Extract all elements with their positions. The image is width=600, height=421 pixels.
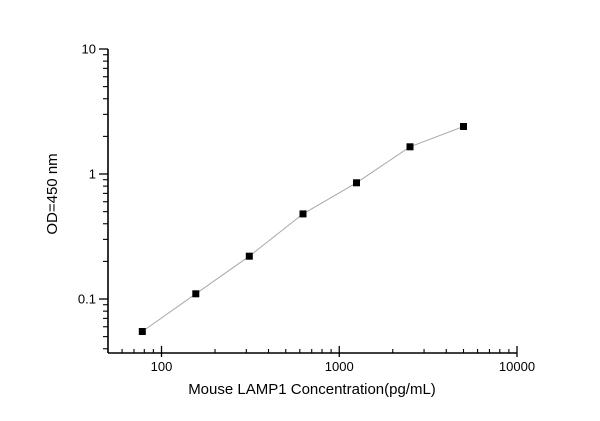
x-tick-label: 1000 bbox=[325, 359, 354, 374]
data-point-marker bbox=[406, 143, 414, 151]
data-point-marker bbox=[353, 179, 360, 187]
x-tick-label: 100 bbox=[151, 359, 173, 374]
x-axis-label: Mouse LAMP1 Concentration(pg/mL) bbox=[188, 381, 436, 398]
data-point-marker bbox=[138, 328, 146, 335]
data-point-marker bbox=[192, 290, 200, 298]
data-point-marker bbox=[245, 252, 253, 260]
x-tick-label: 10000 bbox=[499, 359, 535, 374]
y-tick-label: 1 bbox=[89, 167, 96, 182]
y-axis-label: OD=450 nm bbox=[44, 153, 61, 234]
data-point-marker bbox=[299, 210, 307, 218]
y-tick-label: 10 bbox=[82, 42, 96, 57]
series-line bbox=[142, 126, 464, 332]
data-point-marker bbox=[460, 123, 467, 130]
y-tick-label: 0.1 bbox=[78, 292, 96, 307]
